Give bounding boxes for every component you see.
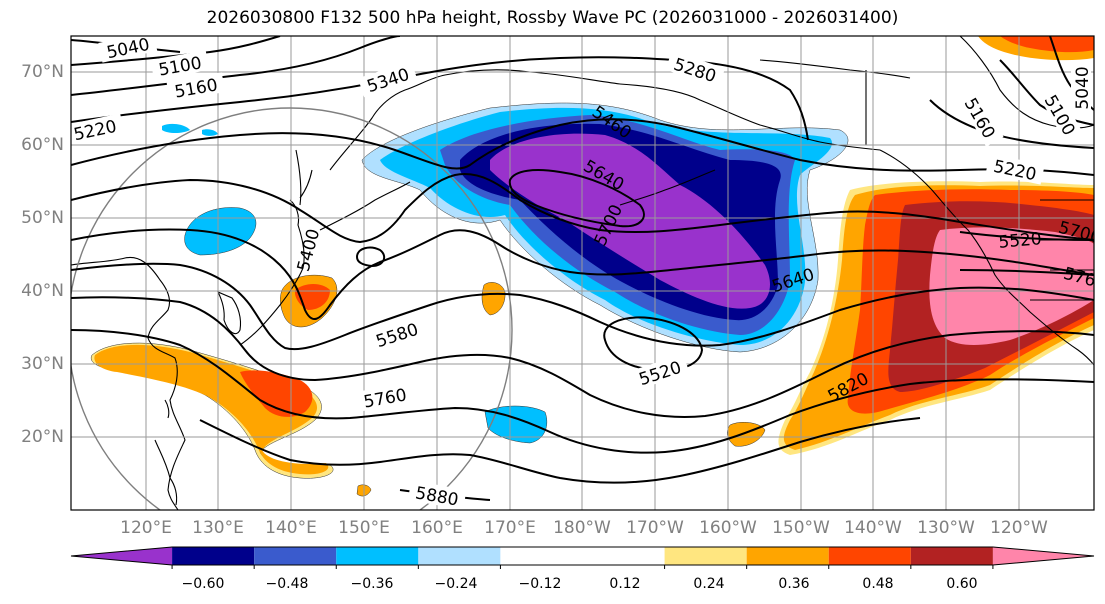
colorbar-tick-label: −0.48 [265, 576, 309, 592]
colorbar-tick-label: 0.24 [693, 576, 725, 592]
lat-label-70n: 70°N [21, 62, 64, 82]
lon-label-150e: 150°E [338, 518, 390, 538]
colorbar [70, 546, 1095, 569]
colorbar-swatch [828, 547, 911, 565]
lon-label-160e: 160°E [411, 518, 463, 538]
colorbar-tick-label: 0.60 [946, 576, 978, 592]
positive-anomaly-northeast-pacific [778, 181, 1094, 456]
lat-label-20n: 20°N [21, 427, 64, 447]
lon-label-180w: 180°W [553, 518, 611, 538]
lat-label-40n: 40°N [21, 281, 64, 301]
colorbar-swatch [910, 547, 993, 565]
colorbar-swatch [746, 547, 829, 565]
lat-label-50n: 50°N [21, 208, 64, 228]
colorbar-tick-label: −0.12 [518, 576, 562, 592]
lon-label-170e: 170°E [484, 518, 536, 538]
lat-label-30n: 30°N [21, 354, 64, 374]
contour-label-5520-east: 5520 [998, 229, 1043, 253]
lon-label-160w: 160°W [699, 518, 757, 538]
colorbar-tick-label: 0.12 [609, 576, 641, 592]
colorbar-swatch [664, 547, 747, 565]
colorbar-swatch [172, 547, 255, 565]
colorbar-tick-label: −0.36 [350, 576, 394, 592]
colorbar-tick-label: 0.48 [862, 576, 894, 592]
lon-label-150w: 150°W [772, 518, 830, 538]
lon-label-120e: 120°E [120, 518, 172, 538]
colorbar-extend-max [992, 547, 1094, 565]
colorbar-swatch [418, 547, 501, 565]
colorbar-tick-label: 0.36 [778, 576, 810, 592]
lon-label-120w: 120°W [990, 518, 1048, 538]
map-title: 2026030800 F132 500 hPa height, Rossby W… [206, 8, 899, 28]
positive-anomaly-top-right [978, 36, 1094, 61]
colorbar-extend-min [71, 547, 173, 565]
lon-label-140e: 140°E [265, 518, 317, 538]
gridlines [71, 36, 1094, 510]
contour-label-5040-east: 5040 [1073, 66, 1093, 109]
negative-anomaly-patches [162, 123, 548, 444]
map-border [70, 35, 1095, 511]
lon-label-130e: 130°E [192, 518, 244, 538]
colorbar-swatch [500, 547, 665, 565]
lon-label-140w: 140°W [844, 518, 902, 538]
lat-label-60n: 60°N [21, 135, 64, 155]
colorbar-tick-label: −0.24 [434, 576, 478, 592]
lon-label-130w: 130°W [917, 518, 975, 538]
map-area: 5040 5100 5160 5220 5340 5280 5160 5100 … [71, 36, 1094, 510]
colorbar-swatch [336, 547, 419, 565]
colorbar-swatch [254, 547, 337, 565]
lon-label-170w: 170°W [626, 518, 684, 538]
range-circle [71, 107, 513, 510]
colorbar-tick-label: −0.60 [181, 576, 225, 592]
